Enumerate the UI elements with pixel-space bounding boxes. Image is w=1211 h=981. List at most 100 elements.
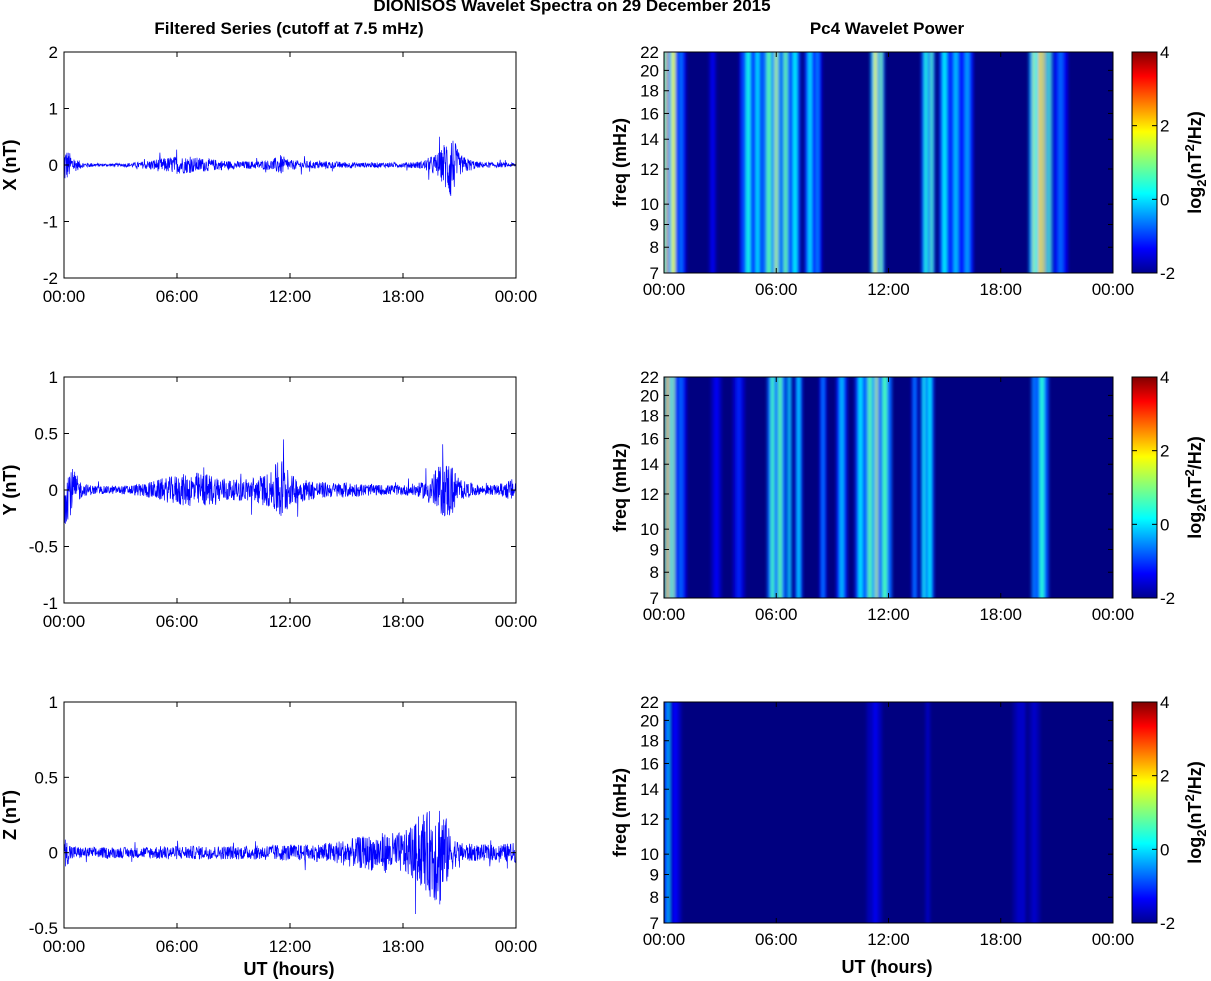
x-tick-label: 00:00 [43,937,86,956]
power-streak [1032,52,1037,273]
x-tick-label: 18:00 [382,937,425,956]
power-streak [875,377,879,598]
colorbar-label-log: log [1185,187,1205,214]
power-streak [928,377,931,598]
x-tick-label: 12:00 [867,280,910,299]
power-streaks [664,377,1049,598]
freq-axis-label: freq (mHz) [610,118,630,207]
colorbar-label-unit: (nT [1185,477,1205,505]
colorbar-tick-label: 2 [1160,442,1169,461]
colorbar-label: log2(nT2/Hz) [1182,436,1209,538]
colorbar-label-sup: 2 [1182,144,1197,151]
series-panel-y: 10.50-0.5-100:00 06:00 12:00 18:00 00:00Y (n… [0,368,537,631]
power-streak [736,377,741,598]
x-axis-label-right: UT (hours) [842,957,933,977]
power-streak [913,377,916,598]
x-tick-label: 00:00 [43,612,86,631]
colorbar-label-end: /Hz) [1185,761,1205,794]
x-axis-label-left: UT (hours) [244,959,335,979]
power-streak [858,377,863,598]
power-streak [671,52,676,273]
colorbar-label: log2(nT2/Hz) [1182,761,1209,863]
x-tick-label: 18:00 [382,287,425,306]
x-tick-label: 12:00 [269,287,312,306]
freq-tick-label: 10 [640,195,659,214]
freq-tick-label: 14 [640,780,659,799]
series-trace-z [64,810,516,915]
colorbar-tick-label: 4 [1160,693,1169,712]
y-tick-label: 1 [49,693,58,712]
x-tick-label: 12:00 [867,605,910,624]
freq-tick-label: 12 [640,160,659,179]
colorbar-tick-label: -2 [1160,264,1175,283]
y-tick-label: 0 [49,156,58,175]
y-axis-label: X (nT) [0,140,20,191]
x-tick-label: 06:00 [156,287,199,306]
x-tick-label: 00:00 [1092,930,1135,949]
power-streak [1048,52,1051,273]
power-streak [774,52,778,273]
x-tick-label: 00:00 [43,287,86,306]
y-tick-label: 0.5 [34,425,58,444]
freq-axis-label: freq (mHz) [610,443,630,532]
freq-tick-label: 9 [650,540,659,559]
x-tick-label: 00:00 [1092,605,1135,624]
left-column-title: Filtered Series (cutoff at 7.5 mHz) [154,19,423,38]
colorbar-tick-label: 0 [1160,840,1169,859]
power-streak [679,52,683,273]
freq-tick-label: 8 [650,238,659,257]
power-streak [797,377,800,598]
x-tick-label: 00:00 [1092,280,1135,299]
y-tick-label: 0.5 [34,768,58,787]
freq-tick-label: 22 [640,368,659,387]
colorbar-label-log: log [1185,512,1205,539]
y-tick-label: -0.5 [29,919,58,938]
x-tick-label: 00:00 [643,280,686,299]
freq-tick-label: 16 [640,104,659,123]
colorbar-tick-label: 4 [1160,368,1169,387]
power-streak [672,377,675,598]
x-tick-label: 06:00 [755,930,798,949]
x-tick-label: 06:00 [156,937,199,956]
colorbar-label-unit: (nT [1185,152,1205,180]
power-streak [1032,702,1037,923]
x-tick-label: 18:00 [382,612,425,631]
power-streak [1058,52,1063,273]
power-streak [793,52,797,273]
freq-tick-label: 14 [640,130,659,149]
colorbar-tick-label: 2 [1160,117,1169,136]
figure-title: DIONISOS Wavelet Spectra on 29 December … [373,0,770,15]
colorbar-tick-label: 0 [1160,515,1169,534]
freq-tick-label: 7 [650,914,659,933]
freq-tick-label: 9 [650,865,659,884]
power-streak [922,377,926,598]
series-axes-box [63,701,517,929]
colorbar-label-sub: 2 [1194,504,1209,511]
power-streak [746,52,751,273]
y-tick-label: -0.5 [29,538,58,557]
freq-tick-label: 12 [640,810,659,829]
freq-tick-label: 12 [640,485,659,504]
colorbar-tick-label: -2 [1160,589,1175,608]
y-tick-label: -1 [43,213,58,232]
colorbar-gradient [1131,51,1158,274]
freq-tick-label: 8 [650,888,659,907]
colorbar-gradient [1131,701,1158,924]
x-tick-label: 18:00 [979,930,1022,949]
x-tick-label: 12:00 [867,930,910,949]
freq-tick-label: 16 [640,429,659,448]
power-streak [924,52,928,273]
freq-tick-label: 9 [650,215,659,234]
x-tick-label: 00:00 [643,605,686,624]
freq-tick-label: 18 [640,407,659,426]
colorbar-tick-label: 2 [1160,767,1169,786]
series-panel-z: 10.50-0.500:00 06:00 12:00 18:00 00:00Z (nT) [0,693,537,956]
freq-tick-label: 7 [650,589,659,608]
colorbar-label-end: /Hz) [1185,111,1205,144]
colorbar-label-sub: 2 [1194,179,1209,186]
power-streak [1017,702,1022,923]
colorbar-label-sup: 2 [1182,469,1197,476]
power-background [664,702,1113,923]
